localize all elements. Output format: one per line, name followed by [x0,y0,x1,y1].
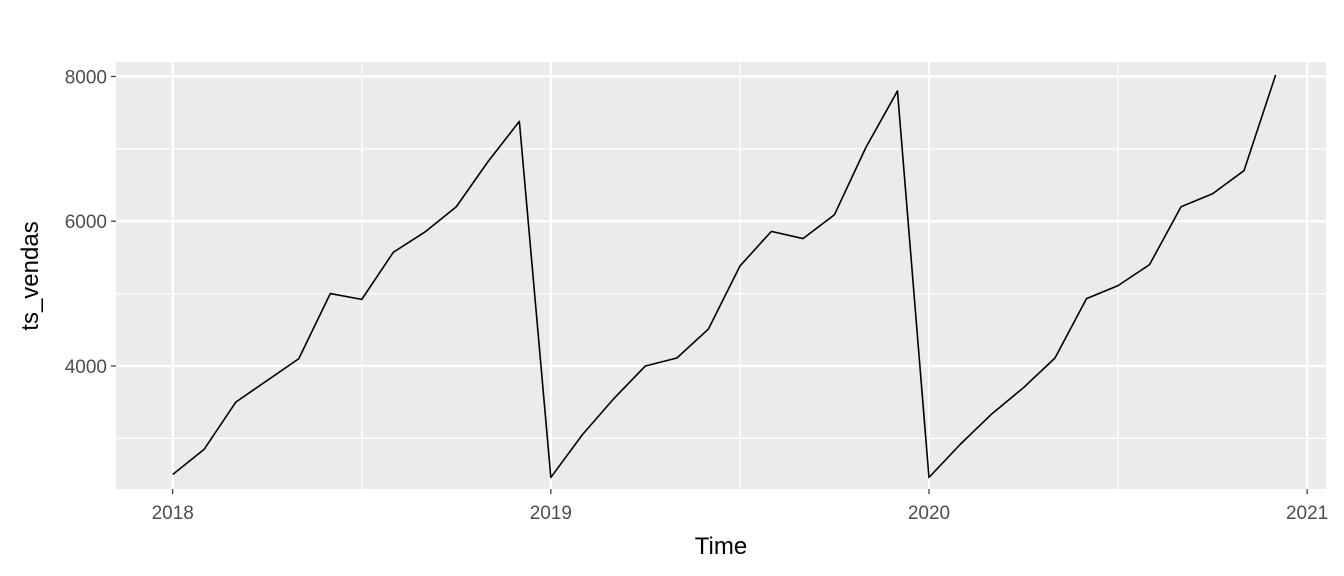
y-tick-label: 4000 [65,357,107,378]
series-line [172,74,1277,479]
x-tick-label: 2020 [908,503,950,524]
grid-minor [116,62,1326,489]
grid-major [116,62,1326,489]
y-tick-label: 6000 [65,212,107,233]
x-axis: 2018 2019 2020 2021 [152,489,1328,524]
y-axis-title: ts_vendas [17,221,44,330]
series-layer [172,74,1277,479]
x-tick-label: 2018 [152,503,194,524]
x-axis-title: Time [695,533,747,560]
x-tick-label: 2019 [530,503,572,524]
x-tick-label: 2021 [1286,503,1328,524]
y-axis: 4000 6000 8000 [65,67,116,378]
y-tick-label: 8000 [65,67,107,88]
panel-background [116,62,1326,489]
